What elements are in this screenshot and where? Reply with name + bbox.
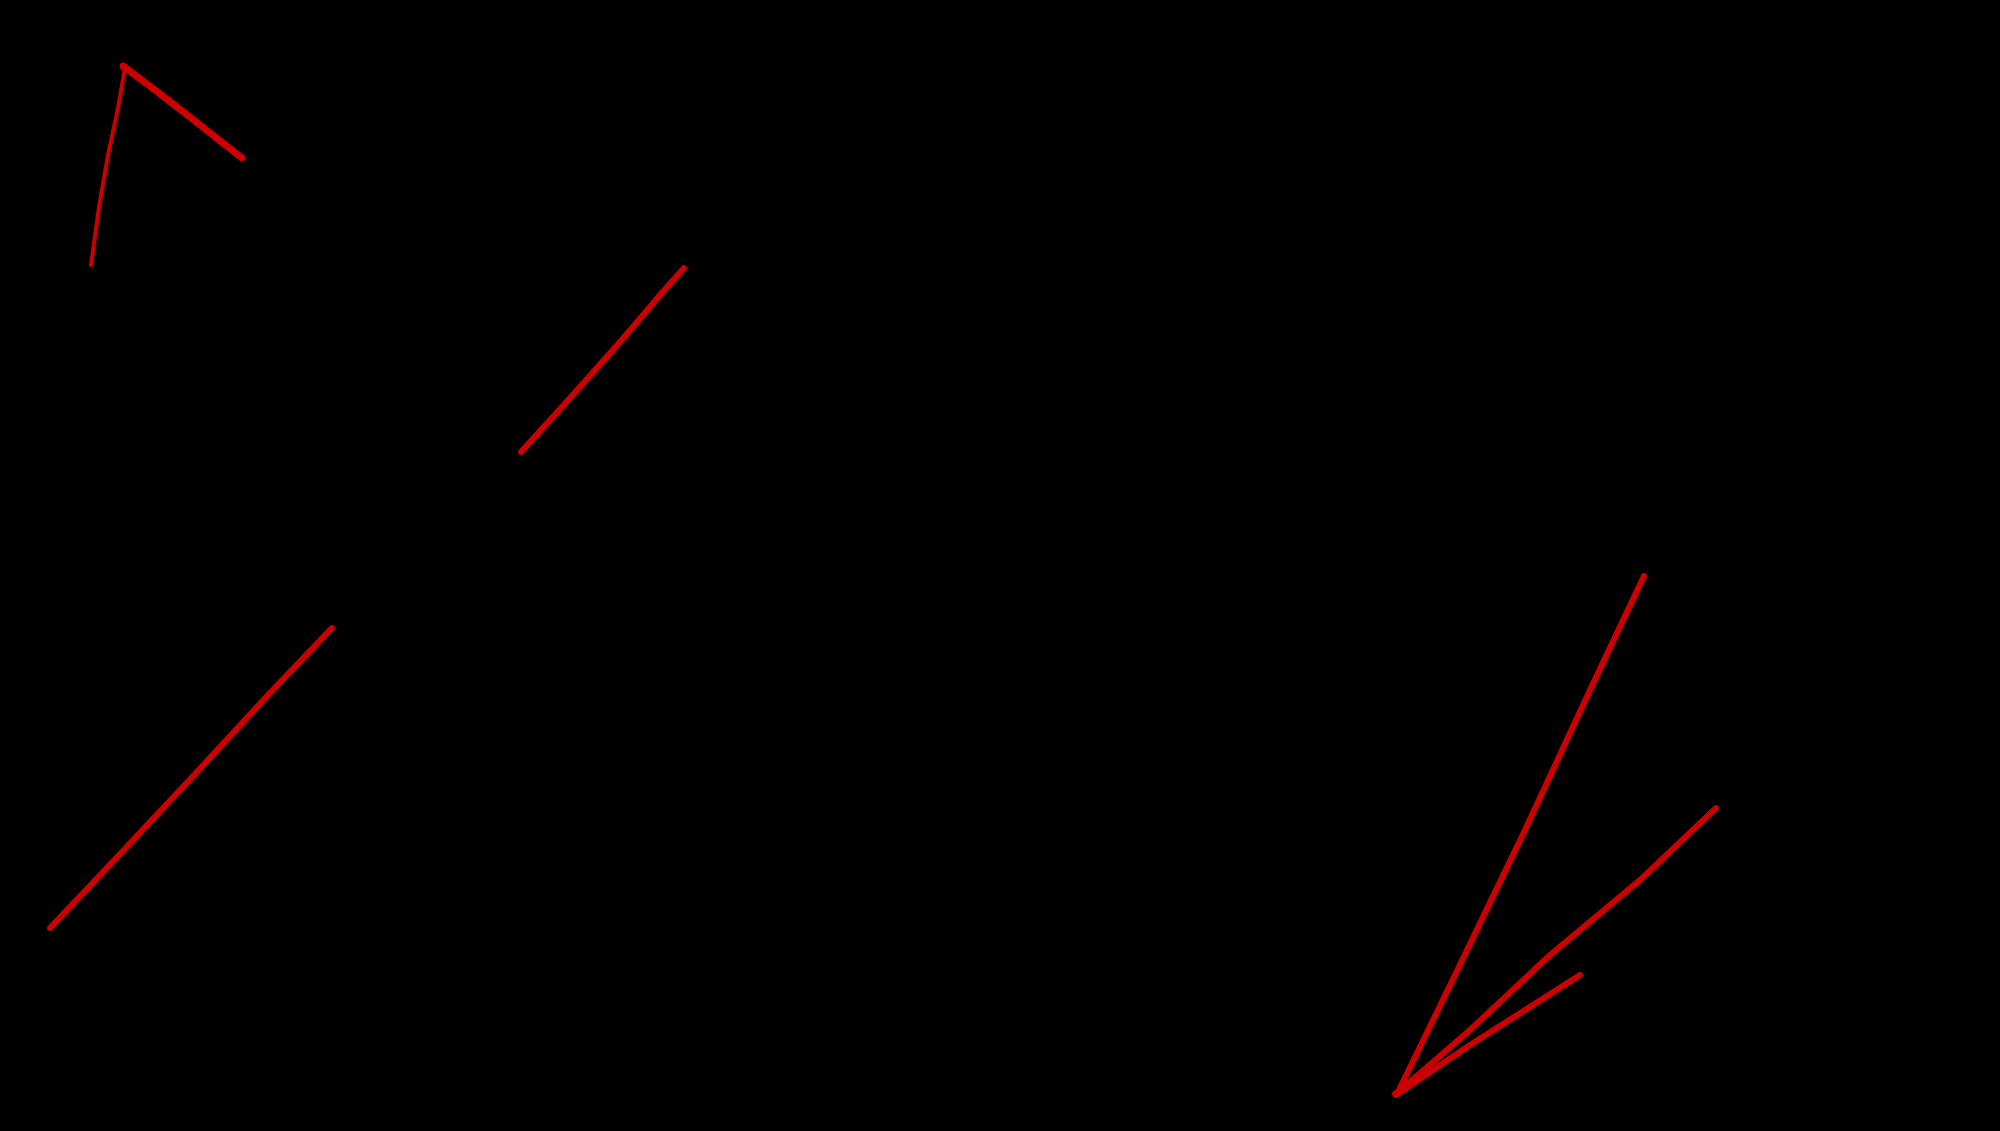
center-left-diagonal: [518, 265, 687, 455]
lower-left-diagonal: [47, 625, 335, 931]
fan-shallow-line: [1393, 972, 1583, 1098]
annotation-vertices-group: [120, 63, 1400, 1098]
annotation-strokes-group: [47, 62, 1719, 1098]
caret-right-leg: [119, 62, 246, 162]
fan-middle-line: [1393, 805, 1719, 1097]
caret-left-leg: [89, 66, 127, 267]
caret-apex-point: [120, 63, 128, 71]
fan-convergence-point: [1392, 1090, 1400, 1098]
fan-steep-line: [1395, 573, 1647, 1095]
